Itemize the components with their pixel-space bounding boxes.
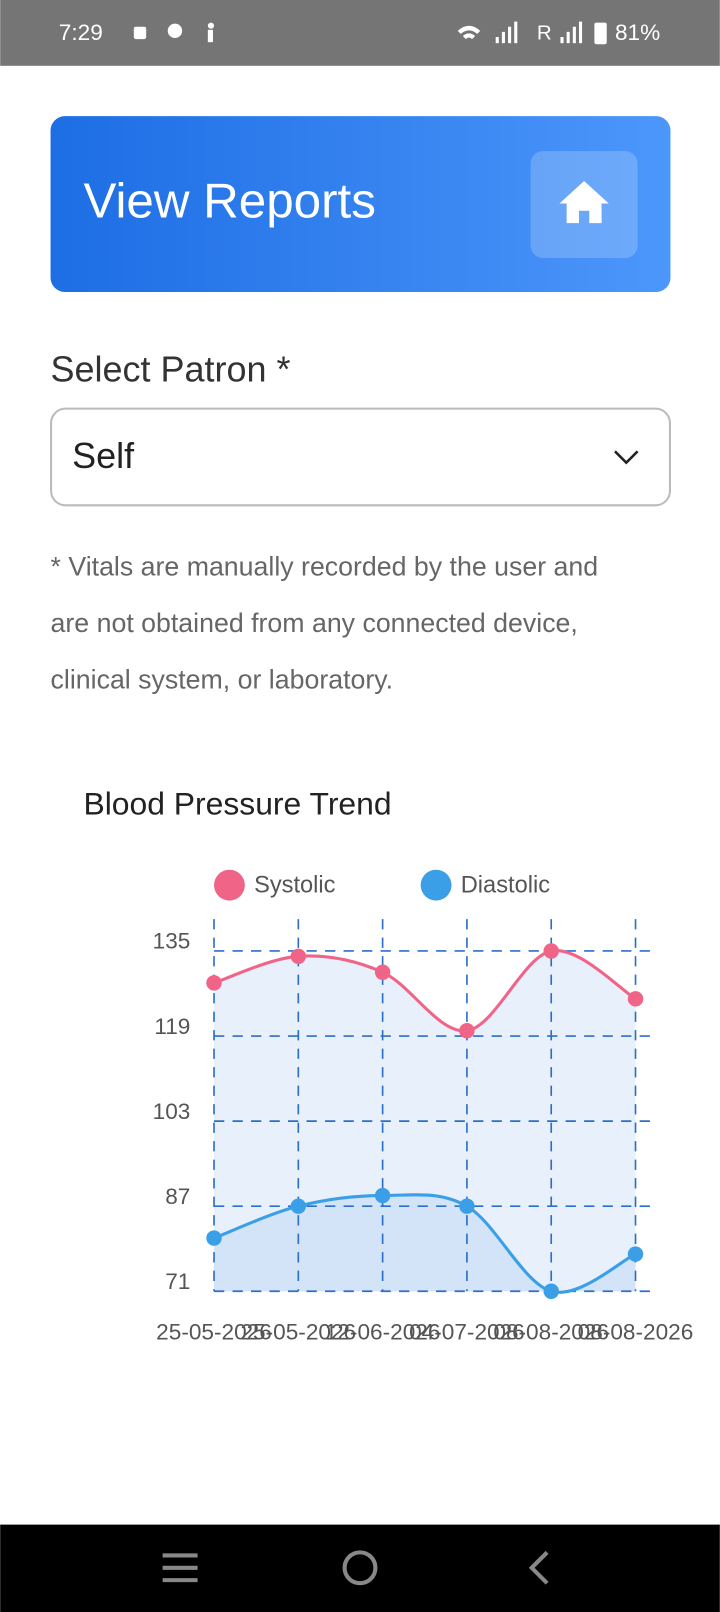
battery-level: 81% — [615, 20, 660, 45]
y-tick-label: 135 — [153, 929, 191, 954]
point — [374, 964, 391, 980]
y-tick-label: 87 — [165, 1184, 190, 1209]
note-line: clinical system, or laboratory. — [51, 665, 394, 695]
x-tick-label: 12-06-2026 — [325, 1319, 441, 1344]
point — [206, 975, 222, 991]
y-tick-label: 103 — [153, 1099, 191, 1124]
point — [543, 943, 559, 959]
legend-label: Diastolic — [461, 872, 550, 898]
select-value: Self — [72, 435, 135, 476]
header-card — [50, 116, 671, 292]
home-button[interactable] — [530, 151, 638, 259]
point — [459, 1198, 475, 1214]
chart-title: Blood Pressure Trend — [83, 785, 391, 821]
select-label: Select Patron * — [51, 349, 291, 390]
x-tick-label: 08-08-2026 — [493, 1319, 609, 1344]
x-tick-label: 08-08-2026 — [578, 1319, 694, 1344]
y-tick-label: 119 — [154, 1014, 190, 1039]
status-icons — [133, 21, 607, 45]
x-tick-label: 25-05-2026 — [240, 1319, 356, 1344]
point — [627, 991, 644, 1007]
nav-bar — [0, 1524, 720, 1612]
status-bar — [0, 0, 720, 66]
legend-label: Systolic — [254, 872, 336, 898]
point — [543, 1283, 559, 1299]
note-line: are not obtained from any connected devi… — [51, 608, 578, 638]
note-line: * Vitals are manually recorded by the us… — [51, 552, 599, 582]
point — [374, 1187, 391, 1204]
y-tick-label: 71 — [165, 1269, 190, 1294]
point — [627, 1246, 644, 1262]
patron-select[interactable]: Self — [50, 407, 671, 507]
network-label: R — [537, 21, 552, 44]
status-time: 7:29 — [59, 20, 103, 45]
legend-swatch — [420, 869, 452, 901]
x-tick-label: 25-05-2026 — [156, 1319, 272, 1344]
point — [290, 948, 307, 965]
nav-buttons[interactable] — [162, 1550, 549, 1586]
x-tick-label: 04-07-2026 — [409, 1319, 525, 1344]
area — [214, 1194, 636, 1293]
header-title: View Reports — [83, 174, 375, 229]
legend-swatch — [214, 869, 245, 901]
point — [290, 1198, 307, 1214]
point — [459, 1023, 475, 1039]
chart: Systolic Diastolic 71 87 103 119 135 25-05-2026… — [153, 869, 694, 1344]
point — [206, 1230, 222, 1246]
